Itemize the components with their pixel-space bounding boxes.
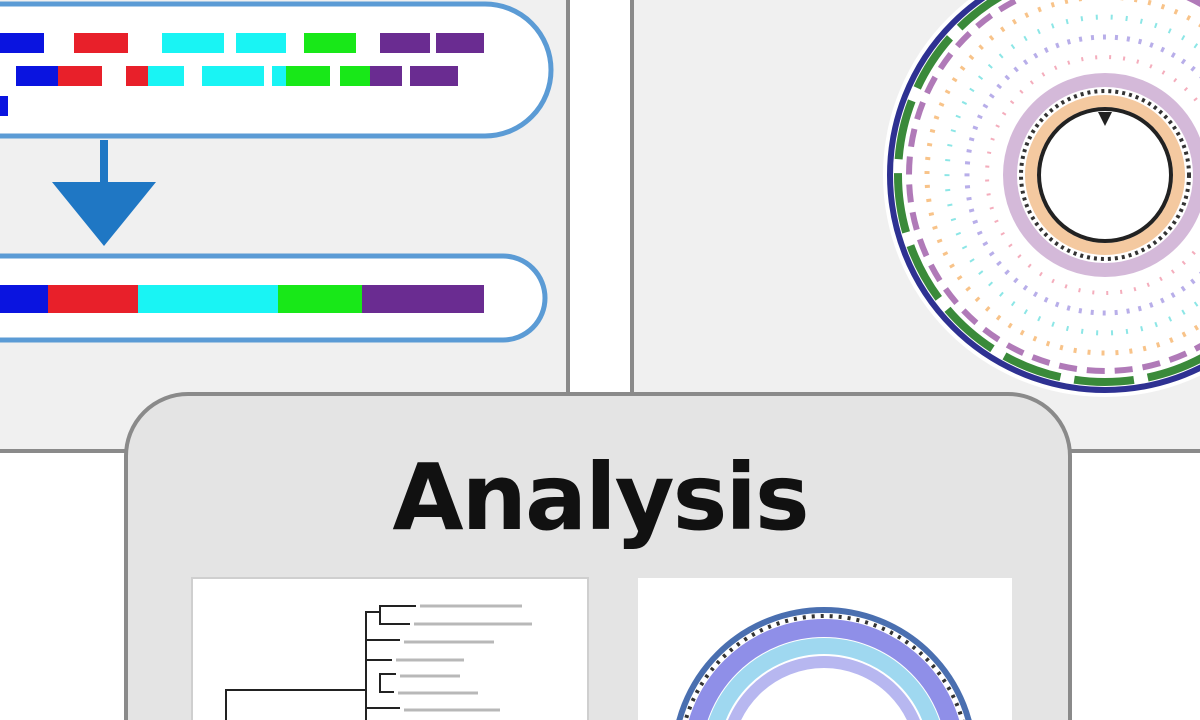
- phylogenetic-tree-icon: [225, 605, 416, 720]
- genome-map-center: [1045, 115, 1165, 235]
- read-fragments: [0, 33, 484, 116]
- genome-ring-features-b: [944, 14, 1200, 336]
- read-fragment: [340, 66, 370, 86]
- genome-ring-gc-skew: [1003, 73, 1200, 277]
- tree-thumbnail: [191, 577, 589, 720]
- read-fragment: [272, 66, 286, 86]
- read-fragment: [304, 33, 356, 53]
- read-fragment: [380, 33, 430, 53]
- contig-segment-red: [48, 285, 138, 313]
- contig-segment-cyan: [138, 285, 278, 313]
- read-fragment: [370, 66, 402, 86]
- genome-ring-green: [894, 0, 1200, 386]
- down-arrow-icon: [52, 140, 156, 246]
- read-fragment: [0, 96, 8, 116]
- read-fragment: [286, 66, 330, 86]
- reads-pill: [0, 1, 554, 139]
- read-fragment: [436, 33, 484, 53]
- genome-origin-marker: [1098, 112, 1112, 126]
- circular-genome-map-icon: [883, 0, 1200, 397]
- tree-leaf-labels: [396, 604, 532, 712]
- read-fragment: [148, 66, 184, 86]
- read-fragment: [74, 33, 128, 53]
- read-fragment: [0, 33, 44, 53]
- panel-dividers: [0, 0, 1200, 453]
- read-fragment: [236, 33, 286, 53]
- genome-ring-outer: [887, 0, 1200, 393]
- analysis-card: [124, 392, 1072, 720]
- contig-pill: [0, 253, 548, 343]
- genome-ring-peach: [1025, 95, 1185, 255]
- comparison-ring-icon: [676, 607, 972, 720]
- read-fragment: [126, 66, 148, 86]
- genome-ring-inner: [1037, 107, 1173, 243]
- read-fragment: [16, 66, 58, 86]
- arrow-head: [52, 182, 156, 246]
- genome-ring-gc-content: [1019, 89, 1191, 261]
- read-fragment: [58, 66, 102, 86]
- read-fragment: [410, 66, 458, 86]
- contig-segment-blue: [0, 285, 48, 313]
- read-fragment: [162, 33, 224, 53]
- contig-segment-green: [278, 285, 362, 313]
- genome-ring-features-c: [964, 34, 1200, 316]
- read-fragment: [202, 66, 264, 86]
- contig-segment-purple: [362, 285, 484, 313]
- analysis-title: Analysis: [392, 444, 809, 551]
